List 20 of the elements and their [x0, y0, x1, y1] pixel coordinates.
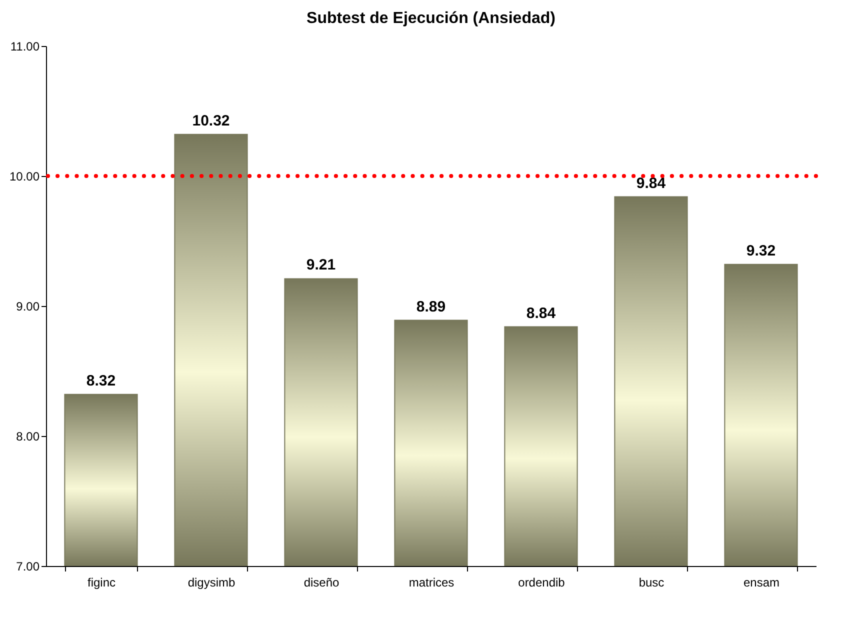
- x-tick-label: ensam: [743, 576, 780, 590]
- data-label: 10.32: [192, 112, 230, 130]
- data-label: 9.32: [746, 242, 776, 260]
- x-tick-label: busc: [638, 576, 664, 590]
- y-tick-label: 10.00: [9, 170, 40, 184]
- data-label: 9.84: [636, 174, 666, 192]
- y-tick-label: 11.00: [10, 40, 40, 54]
- x-tick-label: diseño: [304, 576, 340, 590]
- x-tick-label: digysimb: [188, 576, 236, 590]
- data-label: 8.32: [86, 372, 116, 390]
- y-tick-label: 9.00: [16, 300, 40, 314]
- data-label: 8.84: [526, 304, 556, 322]
- x-tick-label: figinc: [87, 576, 116, 590]
- x-tick-label: matrices: [408, 576, 454, 590]
- chart-title: Subtest de Ejecución (Ansiedad): [306, 10, 556, 27]
- data-label: 9.21: [306, 256, 336, 274]
- y-tick-label: 8.00: [16, 430, 40, 444]
- x-tick-label: ordendib: [518, 576, 566, 590]
- data-label: 8.89: [416, 298, 446, 316]
- y-tick-label: 7.00: [16, 560, 40, 574]
